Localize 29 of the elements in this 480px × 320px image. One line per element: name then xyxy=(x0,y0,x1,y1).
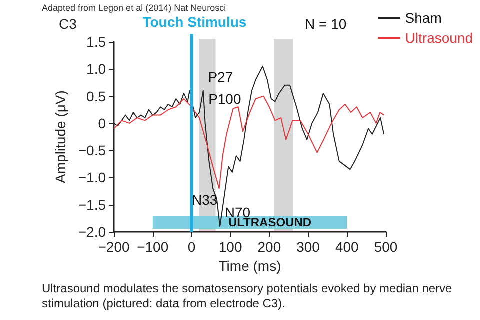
y-tick-label: 0 xyxy=(98,115,106,132)
legend-label: Ultrasound xyxy=(405,30,473,46)
annotation: P100 xyxy=(208,90,242,107)
x-tick-label: 400 xyxy=(335,239,360,255)
legend-label: Sham xyxy=(405,10,442,26)
annotation: P27 xyxy=(208,68,234,85)
text: N = 10 xyxy=(305,16,347,32)
text: Adapted from Legon et al (2014) Nat Neurosci xyxy=(42,3,226,13)
ref-line-label: Touch Stimulus xyxy=(142,14,247,30)
x-axis-title: Time (ms) xyxy=(218,258,282,274)
y-tick-label: −0.5 xyxy=(78,142,106,159)
x-tick-label: 500 xyxy=(374,239,398,255)
y-tick-label: 1.5 xyxy=(86,34,106,50)
annotation: N33 xyxy=(192,192,218,208)
x-tick-label: 300 xyxy=(296,239,320,255)
text: Ultrasound modulates the somatosensory potentials evoked by median nerve stimulation (pictured: data from electrode C3). xyxy=(42,282,456,310)
y-tick-label: −2.0 xyxy=(78,224,106,240)
x-tick-label: 200 xyxy=(258,239,282,255)
x-tick-label: −100 xyxy=(137,239,169,255)
y-tick-label: 1.0 xyxy=(86,61,106,78)
x-tick-label: −200 xyxy=(98,239,130,255)
line-series xyxy=(114,96,385,190)
y-tick-label: −1.5 xyxy=(78,196,106,213)
x-tick-label: 0 xyxy=(188,239,196,255)
y-tick-label: −1.0 xyxy=(78,170,106,186)
y-axis-title: Amplitude (μV) xyxy=(52,90,68,184)
x-tick-label: 100 xyxy=(218,239,242,255)
y-tick-label: 0.5 xyxy=(86,88,106,104)
chart-title: C3 xyxy=(59,16,78,32)
